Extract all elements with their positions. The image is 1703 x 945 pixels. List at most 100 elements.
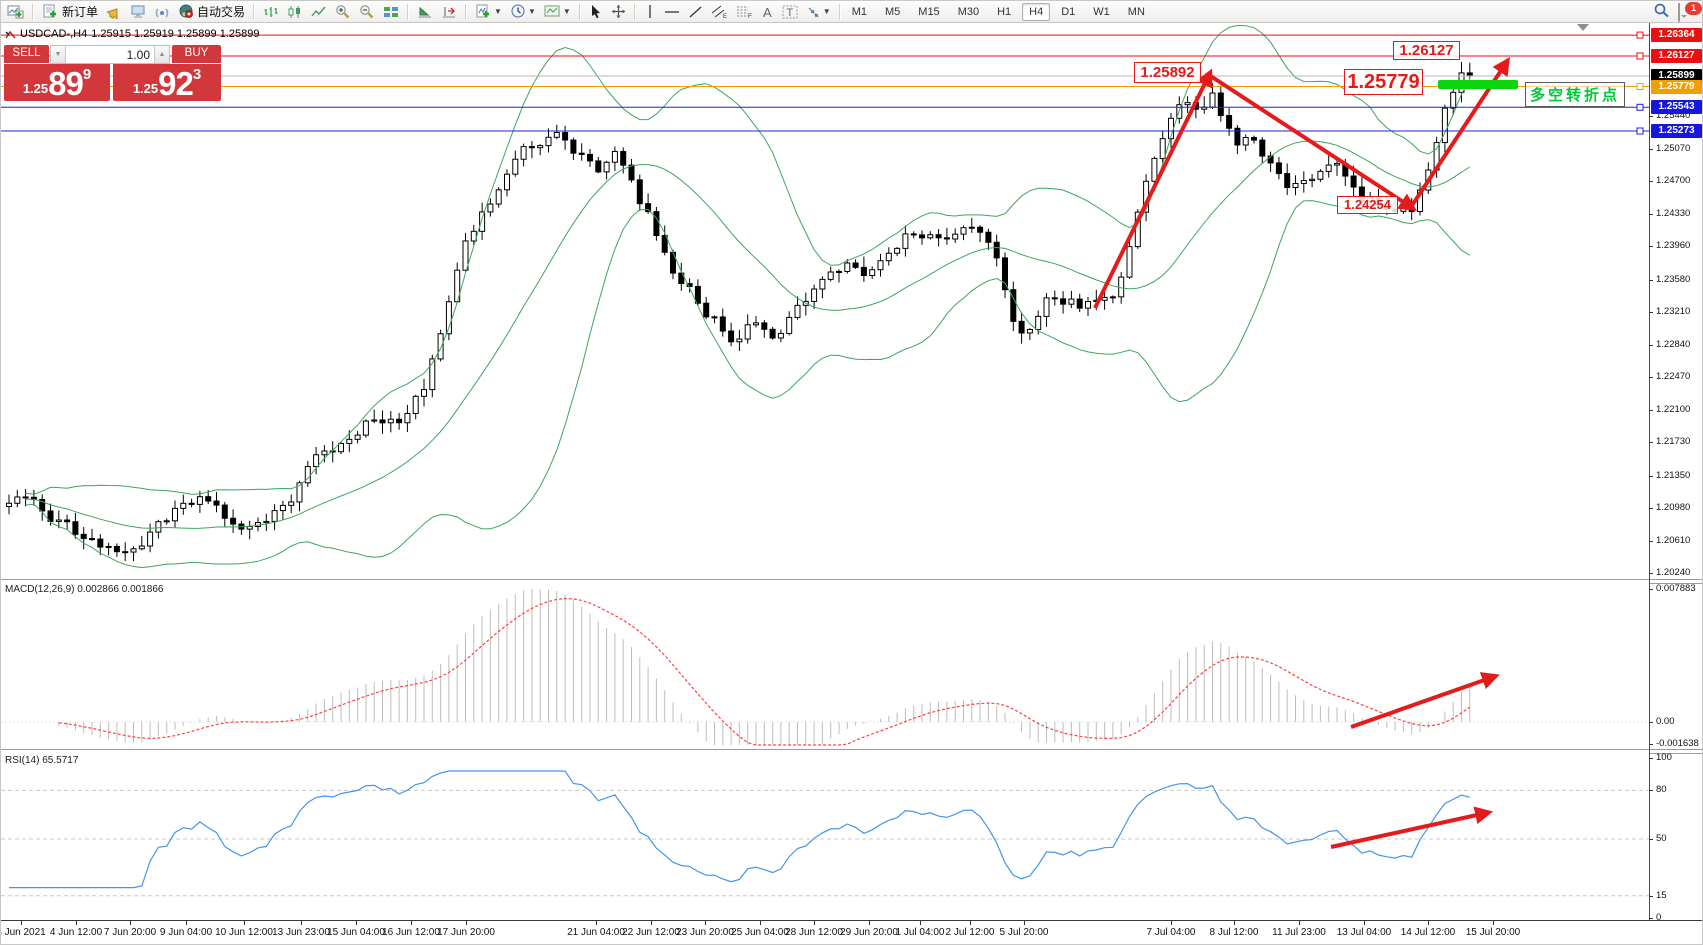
rsi-pane-canvas[interactable] bbox=[1, 753, 1649, 919]
time-tick-mark bbox=[651, 921, 652, 925]
shapes-caret-icon: ▼ bbox=[822, 7, 831, 16]
time-axis-line bbox=[1, 920, 1702, 921]
new-chart-button[interactable] bbox=[3, 1, 28, 22]
rsi-tick-mark bbox=[1649, 758, 1653, 759]
sell-price-small: 1.25 bbox=[22, 81, 49, 96]
price-tick-mark bbox=[1649, 377, 1653, 379]
channel-icon: E bbox=[711, 5, 727, 19]
price-tick-mark bbox=[1649, 246, 1653, 248]
price-scale: 1.25440 1.25070 1.24700 1.24330 1.23960 1.235… bbox=[1649, 1, 1702, 923]
horizontal-line-button[interactable] bbox=[660, 1, 684, 22]
line-chart-mode-button[interactable] bbox=[307, 1, 331, 22]
text-button[interactable]: A bbox=[757, 1, 778, 22]
tile-windows-icon bbox=[384, 6, 399, 17]
price-chart-canvas[interactable] bbox=[1, 23, 1649, 579]
time-tick-mark bbox=[186, 921, 187, 925]
volume-down-button[interactable]: ▼ bbox=[51, 46, 66, 63]
timeframe-group: M1 M5 M15 M30 H1 H4 D1 W1 MN bbox=[845, 2, 1152, 21]
timeframe-m15[interactable]: M15 bbox=[918, 5, 940, 18]
time-axis-label: 7 Jul 04:00 bbox=[1146, 927, 1196, 938]
sell-price-button[interactable]: 1.25 89 9 bbox=[4, 64, 110, 101]
time-tick-mark bbox=[1493, 921, 1494, 925]
new-order-button[interactable]: 新订单 bbox=[38, 1, 102, 22]
horizontal-line-icon bbox=[664, 10, 679, 13]
time-axis-label: 28 Jun 12:00 bbox=[785, 927, 843, 938]
autotrading-button[interactable]: 自动交易 bbox=[174, 1, 249, 22]
timeframe-w1[interactable]: W1 bbox=[1093, 5, 1110, 18]
timeframe-m5[interactable]: M5 bbox=[885, 5, 901, 18]
zoom-out-icon bbox=[360, 5, 374, 19]
direction-button[interactable] bbox=[102, 1, 126, 22]
chart-title: USDCAD-,H4 1.25915 1.25919 1.25899 1.258… bbox=[5, 28, 259, 40]
shapes-button[interactable]: ▼ bbox=[802, 1, 835, 22]
indicators-button[interactable]: ▼ bbox=[471, 1, 506, 22]
time-axis-label: 17 Jun 20:00 bbox=[437, 927, 495, 938]
signals-button[interactable] bbox=[151, 1, 174, 22]
notification-badge: 1 bbox=[1685, 2, 1702, 15]
zoom-out-button[interactable] bbox=[355, 1, 379, 22]
timeframe-h1[interactable]: H1 bbox=[997, 5, 1012, 18]
cursor-button[interactable] bbox=[585, 1, 607, 22]
label-button[interactable]: T bbox=[778, 1, 802, 22]
volume-up-button[interactable]: ▲ bbox=[154, 46, 169, 63]
notifications-button[interactable]: 1 bbox=[1678, 2, 1702, 22]
trendline-icon bbox=[689, 6, 702, 17]
vertical-line-button[interactable] bbox=[640, 1, 660, 22]
periods-caret-icon: ▼ bbox=[527, 7, 536, 16]
price-tick-mark bbox=[1649, 573, 1653, 575]
svg-text:T: T bbox=[786, 7, 793, 19]
time-tick-mark bbox=[130, 921, 131, 925]
rsi-tick-mark bbox=[1649, 918, 1653, 919]
volume-input[interactable]: 1.00 bbox=[126, 48, 150, 62]
price-tick-label: 1.20980 bbox=[1656, 502, 1691, 514]
periods-button[interactable]: ▼ bbox=[506, 1, 540, 22]
time-tick-mark bbox=[466, 921, 467, 925]
chart-shift-marker[interactable] bbox=[1577, 24, 1589, 31]
candlestick-mode-button[interactable] bbox=[283, 1, 307, 22]
price-tick-label: 1.23210 bbox=[1656, 306, 1691, 318]
macd-pane-canvas[interactable] bbox=[1, 582, 1649, 749]
price-tick-mark bbox=[1649, 344, 1653, 346]
crosshair-button[interactable] bbox=[607, 1, 630, 22]
buy-button[interactable]: BUY bbox=[172, 45, 221, 64]
time-axis-label: 25 Jun 04:00 bbox=[731, 927, 789, 938]
templates-button[interactable]: ▼ bbox=[540, 1, 575, 22]
text-icon: A bbox=[763, 5, 772, 19]
time-tick-mark bbox=[920, 921, 921, 925]
time-axis-label: 8 Jul 12:00 bbox=[1209, 927, 1259, 938]
rsi-tick-mark bbox=[1649, 790, 1653, 791]
time-axis-label: 3 Jun 2021 bbox=[0, 927, 46, 938]
price-tick-label: 1.24700 bbox=[1656, 175, 1691, 187]
timeframe-m30[interactable]: M30 bbox=[957, 5, 980, 18]
time-axis-label: 29 Jun 20:00 bbox=[840, 927, 898, 938]
main-toolbar: 新订单 自动交易 bbox=[1, 1, 1702, 23]
tile-windows-button[interactable] bbox=[379, 1, 403, 22]
zoom-in-button[interactable] bbox=[331, 1, 355, 22]
price-tick-label: 1.21350 bbox=[1656, 469, 1691, 481]
price-tick-label: 1.22100 bbox=[1656, 403, 1691, 415]
time-tick-mark bbox=[705, 921, 706, 925]
terminal-button[interactable] bbox=[126, 1, 151, 22]
price-badge: 1.26364 bbox=[1651, 28, 1702, 43]
search-button[interactable] bbox=[1653, 2, 1670, 23]
trendline-button[interactable] bbox=[684, 1, 707, 22]
signal-icon bbox=[155, 8, 169, 17]
zoom-in-icon bbox=[336, 5, 350, 19]
time-tick-mark bbox=[869, 921, 870, 925]
bar-chart-mode-button[interactable] bbox=[259, 1, 283, 22]
sell-button[interactable]: SELL bbox=[4, 45, 49, 64]
timeframe-m1[interactable]: M1 bbox=[851, 5, 867, 18]
timeframe-d1[interactable]: D1 bbox=[1061, 5, 1076, 18]
timeframe-mn[interactable]: MN bbox=[1127, 5, 1145, 18]
auto-scroll-button[interactable] bbox=[413, 1, 437, 22]
equidistant-channel-button[interactable]: E bbox=[707, 1, 732, 22]
buy-price-button[interactable]: 1.25 92 3 bbox=[113, 64, 221, 101]
fibonacci-button[interactable]: F bbox=[732, 1, 757, 22]
chart-shift-button[interactable] bbox=[437, 1, 461, 22]
timeframe-h4[interactable]: H4 bbox=[1022, 2, 1051, 21]
terminal-icon bbox=[131, 5, 145, 18]
chart-plus-icon bbox=[7, 5, 24, 19]
price-tick-mark bbox=[1649, 312, 1653, 314]
price-tick-mark bbox=[1649, 540, 1653, 542]
